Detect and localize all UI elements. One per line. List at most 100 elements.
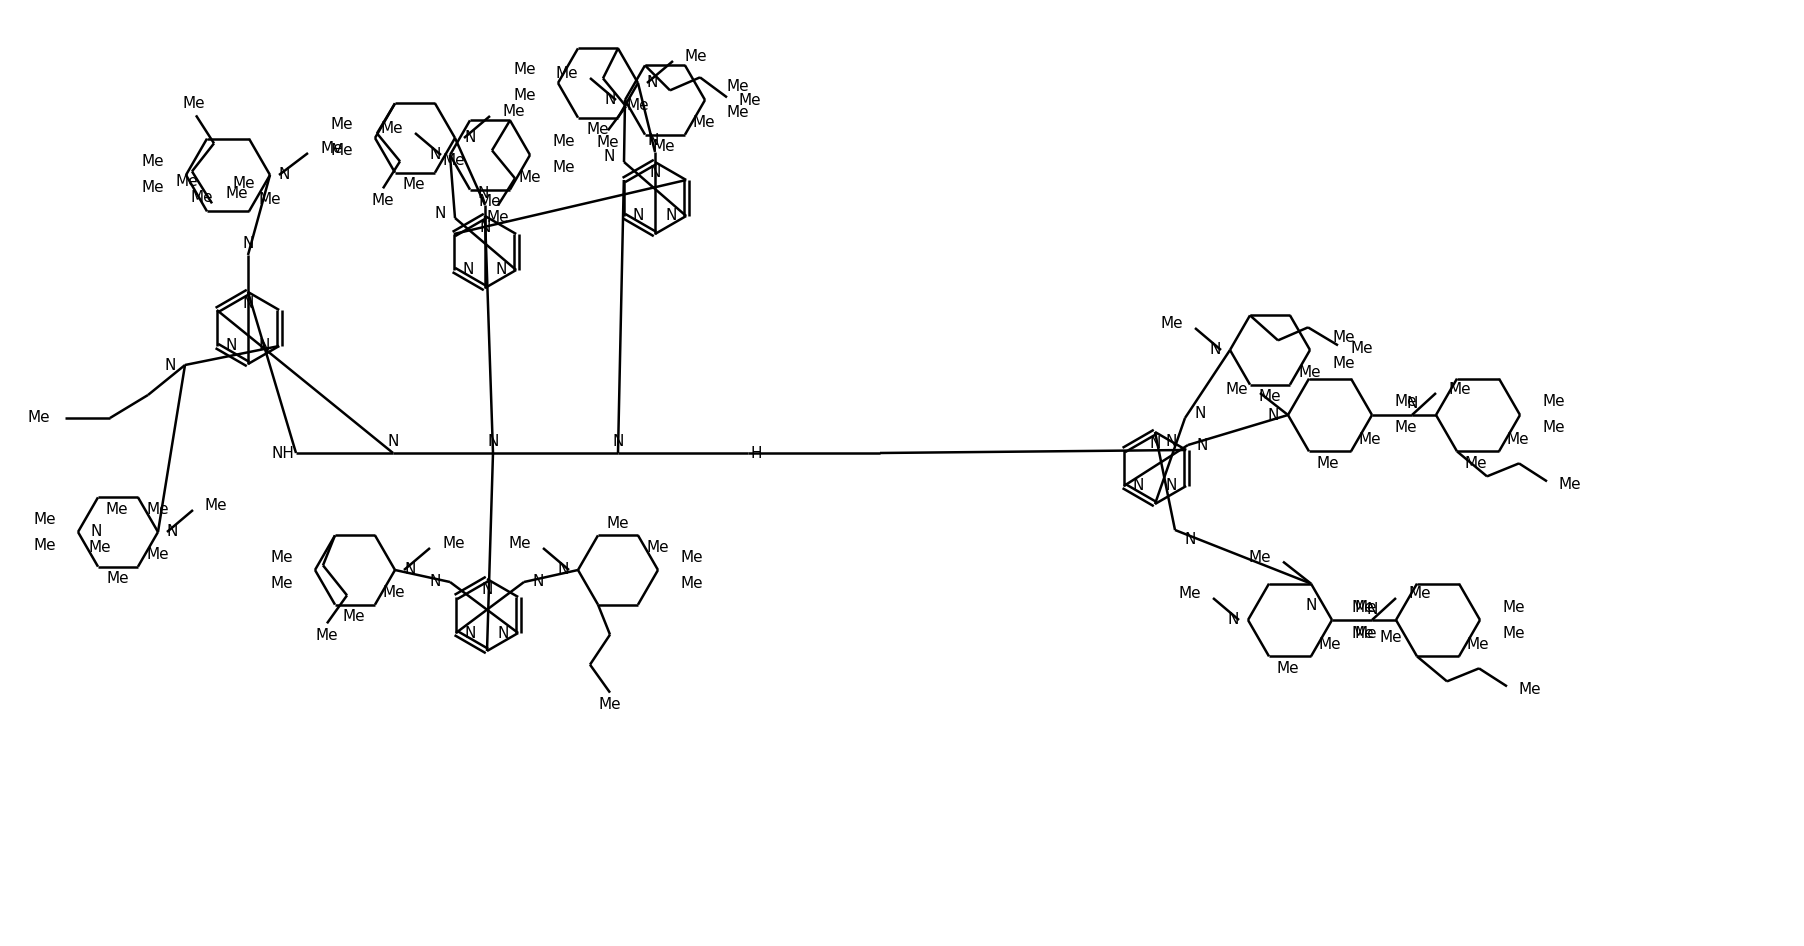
Text: Me: Me bbox=[182, 96, 206, 111]
Text: Me: Me bbox=[1331, 356, 1355, 371]
Text: Me: Me bbox=[1394, 421, 1416, 435]
Text: Me: Me bbox=[1351, 625, 1375, 640]
Text: Me: Me bbox=[509, 536, 530, 552]
Text: Me: Me bbox=[382, 586, 406, 600]
Text: N: N bbox=[1198, 437, 1209, 452]
Text: Me: Me bbox=[1351, 600, 1375, 615]
Text: Me: Me bbox=[106, 502, 128, 517]
Text: Me: Me bbox=[487, 210, 509, 225]
Text: N: N bbox=[496, 262, 507, 277]
Text: N: N bbox=[1306, 598, 1317, 612]
Text: N: N bbox=[478, 186, 489, 201]
Text: Me: Me bbox=[444, 153, 465, 168]
Text: N: N bbox=[648, 76, 658, 91]
Text: N: N bbox=[429, 148, 440, 163]
Text: Me: Me bbox=[141, 181, 164, 196]
Text: Me: Me bbox=[1355, 625, 1376, 640]
Text: Me: Me bbox=[1449, 381, 1470, 396]
Text: N: N bbox=[465, 625, 476, 640]
Text: Me: Me bbox=[1542, 394, 1564, 410]
Text: Me: Me bbox=[1467, 637, 1490, 652]
Text: Me: Me bbox=[1519, 682, 1542, 697]
Text: Me: Me bbox=[1503, 625, 1524, 640]
Text: N: N bbox=[1229, 612, 1239, 627]
Text: N: N bbox=[612, 434, 624, 449]
Text: Me: Me bbox=[175, 174, 198, 189]
Text: N: N bbox=[1165, 433, 1178, 448]
Text: Me: Me bbox=[34, 512, 56, 527]
Text: Me: Me bbox=[1349, 341, 1373, 356]
Text: N: N bbox=[604, 93, 615, 108]
Text: N: N bbox=[164, 358, 177, 373]
Text: N: N bbox=[435, 205, 446, 220]
Text: Me: Me bbox=[1380, 630, 1402, 645]
Text: Me: Me bbox=[693, 115, 716, 131]
Text: Me: Me bbox=[1465, 456, 1488, 471]
Text: Me: Me bbox=[1160, 317, 1183, 331]
Text: Me: Me bbox=[34, 537, 56, 552]
Text: Me: Me bbox=[586, 122, 608, 137]
Text: Me: Me bbox=[260, 192, 281, 207]
Text: Me: Me bbox=[1506, 432, 1530, 447]
Text: N: N bbox=[648, 133, 658, 149]
Text: N: N bbox=[1268, 408, 1279, 423]
Text: Me: Me bbox=[1394, 394, 1416, 410]
Text: N: N bbox=[1149, 435, 1160, 450]
Text: N: N bbox=[1194, 406, 1205, 421]
Text: Me: Me bbox=[106, 571, 128, 587]
Text: Me: Me bbox=[1358, 432, 1382, 447]
Text: Me: Me bbox=[680, 550, 702, 565]
Text: N: N bbox=[280, 167, 290, 183]
Text: Me: Me bbox=[226, 185, 249, 201]
Text: N: N bbox=[1183, 532, 1196, 547]
Text: N: N bbox=[557, 563, 568, 577]
Text: Me: Me bbox=[1331, 329, 1355, 344]
Text: H: H bbox=[750, 446, 761, 461]
Text: Me: Me bbox=[330, 144, 354, 159]
Text: N: N bbox=[242, 236, 254, 252]
Text: N: N bbox=[498, 625, 509, 640]
Text: N: N bbox=[480, 219, 491, 235]
Text: Me: Me bbox=[372, 193, 395, 208]
Text: Me: Me bbox=[1503, 600, 1524, 615]
Text: Me: Me bbox=[1257, 389, 1281, 404]
Text: Me: Me bbox=[1317, 456, 1340, 471]
Text: Me: Me bbox=[686, 49, 707, 64]
Text: Me: Me bbox=[502, 104, 525, 119]
Text: Me: Me bbox=[316, 628, 339, 643]
Text: N: N bbox=[168, 524, 179, 539]
Text: Me: Me bbox=[271, 550, 292, 565]
Text: N: N bbox=[404, 563, 415, 577]
Text: N: N bbox=[464, 262, 474, 277]
Text: Me: Me bbox=[606, 516, 628, 531]
Text: Me: Me bbox=[27, 411, 51, 426]
Text: Me: Me bbox=[206, 499, 227, 514]
Text: Me: Me bbox=[653, 139, 676, 154]
Text: Me: Me bbox=[330, 117, 354, 132]
Text: Me: Me bbox=[727, 106, 750, 120]
Text: Me: Me bbox=[740, 93, 761, 108]
Text: Me: Me bbox=[646, 540, 669, 555]
Text: N: N bbox=[666, 208, 676, 223]
Text: N: N bbox=[487, 434, 498, 449]
Text: Me: Me bbox=[88, 539, 110, 554]
Text: NH: NH bbox=[271, 446, 294, 461]
Text: Me: Me bbox=[1355, 600, 1376, 615]
Text: Me: Me bbox=[1277, 661, 1299, 675]
Text: Me: Me bbox=[319, 142, 343, 156]
Text: N: N bbox=[242, 295, 254, 310]
Text: Me: Me bbox=[1225, 381, 1248, 396]
Text: Me: Me bbox=[680, 575, 702, 590]
Text: N: N bbox=[649, 166, 660, 181]
Text: N: N bbox=[226, 339, 236, 354]
Text: Me: Me bbox=[599, 697, 621, 712]
Text: Me: Me bbox=[552, 161, 575, 176]
Text: N: N bbox=[1366, 602, 1378, 617]
Text: Me: Me bbox=[381, 121, 402, 136]
Text: N: N bbox=[1133, 479, 1144, 494]
Text: N: N bbox=[1407, 396, 1418, 412]
Text: Me: Me bbox=[442, 536, 465, 552]
Text: Me: Me bbox=[1407, 587, 1431, 602]
Text: Me: Me bbox=[146, 502, 168, 517]
Text: Me: Me bbox=[1248, 551, 1272, 565]
